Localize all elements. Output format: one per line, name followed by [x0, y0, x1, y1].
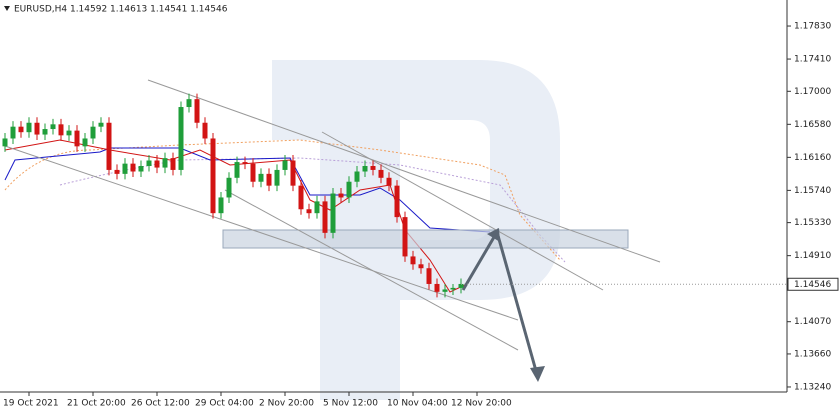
y-tick-label: 1.16580	[794, 120, 831, 130]
x-tick-label: 29 Oct 04:00	[195, 399, 254, 409]
current-price-box	[787, 277, 839, 291]
y-tick-label: 1.17830	[794, 22, 831, 32]
candle-body	[194, 99, 200, 123]
candle-body	[418, 264, 424, 269]
candle-body	[202, 122, 208, 139]
y-tick-label: 1.17000	[794, 87, 831, 97]
x-tick-label: 10 Nov 04:00	[387, 399, 448, 409]
candle-body	[410, 256, 416, 265]
candle-body	[290, 160, 296, 186]
candle-body	[34, 122, 40, 135]
candle-body	[10, 126, 16, 139]
ichimoku-cloud	[4, 139, 561, 261]
candle-body	[370, 166, 376, 170]
candle-body	[298, 185, 304, 210]
candle-body	[330, 193, 336, 233]
candle-body	[178, 107, 184, 170]
y-tick-label: 1.15740	[794, 186, 831, 196]
trendline	[321, 131, 604, 291]
candle-body	[362, 166, 368, 172]
y-tick-label: 1.15330	[794, 218, 831, 228]
candle-body	[450, 287, 456, 290]
arrow-head	[530, 366, 545, 382]
arrow-head	[487, 228, 500, 242]
candle-body	[122, 163, 128, 174]
x-tick-label: 12 Nov 20:00	[451, 399, 512, 409]
trendline	[4, 145, 519, 321]
candle-body	[442, 289, 448, 292]
candle-body	[250, 163, 256, 182]
candle-body	[226, 177, 232, 198]
candle-body	[234, 162, 240, 178]
menu-icon[interactable]	[4, 6, 10, 11]
candle-body	[50, 124, 56, 130]
y-tick-label: 1.13660	[794, 349, 831, 359]
candle-body	[186, 99, 192, 108]
candle-body	[98, 122, 104, 127]
candle-body	[402, 217, 408, 257]
candle-body	[346, 181, 352, 198]
candle-body	[314, 201, 320, 214]
candle-body	[18, 126, 24, 133]
candle-body	[394, 185, 400, 218]
candle-body	[306, 209, 312, 214]
candle-body	[154, 160, 160, 168]
candle-body	[458, 283, 464, 288]
candle-body	[26, 122, 32, 133]
candle-body	[2, 138, 8, 147]
candle-body	[138, 166, 144, 172]
y-tick-label: 1.17410	[794, 55, 831, 65]
y-tick-label: 1.13240	[794, 382, 831, 392]
candle-body	[130, 163, 136, 172]
y-tick-label: 1.14910	[794, 251, 831, 261]
x-tick-label: 19 Oct 2021	[3, 399, 59, 409]
candle-body	[434, 283, 440, 292]
candle-body	[90, 126, 96, 139]
candles	[2, 93, 464, 298]
x-tick-label: 26 Oct 12:00	[131, 399, 190, 409]
candle-body	[58, 124, 64, 136]
candle-body	[426, 268, 432, 284]
current-price-label: 1.14546	[794, 280, 831, 290]
candle-body	[282, 160, 288, 170]
candle-body	[274, 169, 280, 186]
candle-body	[146, 160, 152, 167]
x-tick-label: 5 Nov 12:00	[323, 399, 378, 409]
candle-body	[338, 193, 344, 198]
kijun-line	[4, 147, 491, 233]
candle-body	[74, 130, 80, 147]
candle-body	[170, 158, 176, 170]
candle-body	[266, 173, 272, 186]
candle-body	[386, 177, 392, 186]
trendline	[147, 79, 661, 263]
y-tick-label: 1.16160	[794, 153, 831, 163]
candle-body	[106, 122, 112, 170]
candle-body	[42, 129, 48, 135]
candle-body	[210, 138, 216, 214]
candle-body	[162, 158, 168, 168]
resistance-zone	[222, 229, 629, 249]
candle-body	[354, 171, 360, 182]
candle-body	[322, 201, 328, 233]
candle-body	[258, 173, 264, 182]
tenkan-line	[4, 139, 466, 293]
trendline	[224, 189, 519, 351]
watermark	[272, 60, 560, 400]
candle-body	[242, 162, 248, 164]
x-tick-label: 21 Oct 20:00	[67, 399, 126, 409]
candle-body	[82, 138, 88, 147]
candle-body	[218, 197, 224, 214]
candle-body	[114, 169, 120, 174]
y-tick-label: 1.14070	[794, 317, 831, 327]
candle-body	[378, 169, 384, 178]
candle-body	[66, 130, 72, 136]
chart-title: EURUSD,H4 1.14592 1.14613 1.14541 1.1454…	[14, 5, 228, 15]
x-tick-label: 2 Nov 20:00	[259, 399, 314, 409]
